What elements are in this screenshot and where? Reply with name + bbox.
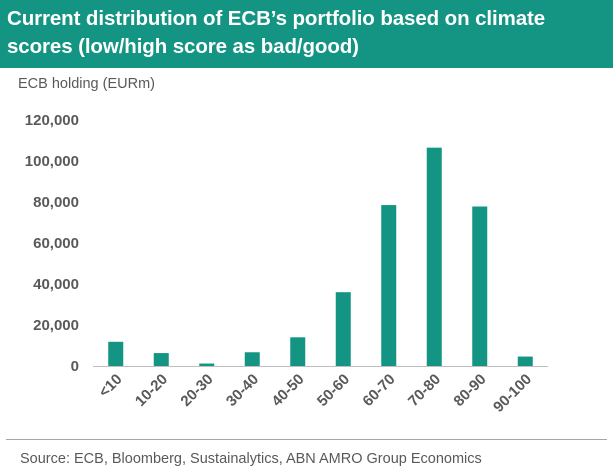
bar-70-80 bbox=[426, 147, 442, 366]
source-note: Source: ECB, Bloomberg, Sustainalytics, … bbox=[20, 451, 482, 467]
chart-title: Current distribution of ECB’s portfolio … bbox=[0, 0, 613, 68]
bar-40-50 bbox=[290, 337, 306, 366]
y-tick-label: 120,000 bbox=[25, 112, 79, 129]
y-tick-labels: 0 20,000 40,000 60,000 80,000 100,000 120,000 bbox=[25, 112, 79, 375]
x-tick-label: 20-30 bbox=[177, 371, 216, 410]
y-tick-label: 40,000 bbox=[33, 276, 79, 293]
bar-50-60 bbox=[335, 292, 351, 366]
x-tick-label: 40-50 bbox=[268, 371, 307, 410]
y-axis-label: ECB holding (EURm) bbox=[18, 76, 155, 92]
x-tick-label: 10-20 bbox=[132, 371, 171, 410]
bar-90-100 bbox=[517, 356, 533, 366]
bar-30-40 bbox=[244, 352, 260, 366]
x-tick-label: 90-100 bbox=[490, 371, 535, 416]
bar-10-20 bbox=[153, 353, 169, 366]
bar-chart: 020,00040,00060,00080,000100,000120,000 … bbox=[25, 112, 548, 416]
x-tick-label: 50-60 bbox=[314, 371, 353, 410]
bars bbox=[108, 147, 533, 366]
y-tick-label: 0 bbox=[71, 358, 79, 375]
y-tick-label: 100,000 bbox=[25, 153, 79, 170]
x-tick-label: <10 bbox=[96, 371, 126, 401]
x-tick-labels: <10 10-20 20-30 30-40 40-50 50-60 60-70 70-80 80… bbox=[96, 371, 536, 416]
y-tick-label: 80,000 bbox=[33, 194, 79, 211]
x-tick-label: 30-40 bbox=[223, 371, 262, 410]
x-tick-label: 80-90 bbox=[450, 371, 489, 410]
x-tick-label: 60-70 bbox=[359, 371, 398, 410]
y-tick-label: 60,000 bbox=[33, 235, 79, 252]
bar-60-70 bbox=[381, 205, 397, 366]
x-tick-label: 70-80 bbox=[405, 371, 444, 410]
bar-10 bbox=[108, 341, 124, 366]
bar-80-90 bbox=[472, 206, 488, 366]
y-tick-label: 20,000 bbox=[33, 317, 79, 334]
footer-divider bbox=[6, 439, 607, 440]
bar-20-30 bbox=[199, 363, 215, 366]
